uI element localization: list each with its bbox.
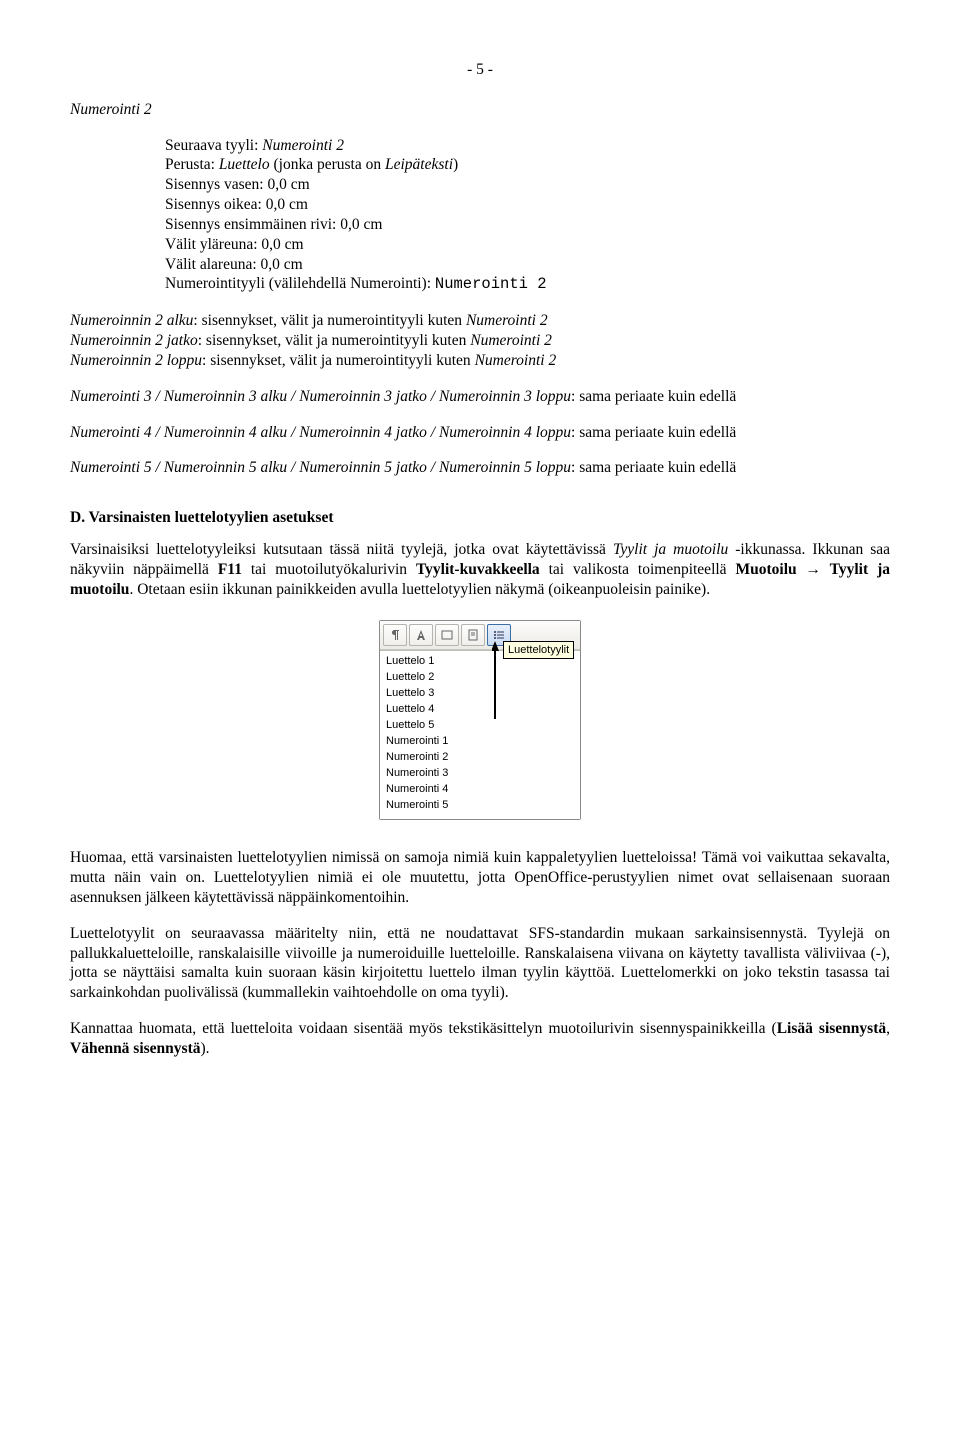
character-a-icon (415, 629, 427, 641)
page-number: - 5 - (70, 60, 890, 80)
variant-jatko: Numeroinnin 2 jatko: sisennykset, välit … (70, 331, 890, 351)
list-item[interactable]: Numerointi 5 (380, 797, 580, 813)
section-d-para1: Varsinaisiksi luettelotyyleiksi kutsutaa… (70, 540, 890, 599)
detail-space-top: Välit yläreuna: 0,0 cm (165, 235, 890, 255)
styles-panel-screenshot: Luettelo 1 Luettelo 2 Luettelo 3 Luettel… (70, 620, 890, 821)
section-d-para2: Huomaa, että varsinaisten luettelotyylie… (70, 848, 890, 907)
numerointi2-details: Seuraava tyyli: Numerointi 2 Perusta: Lu… (165, 136, 890, 296)
list-item[interactable]: Luettelo 2 (380, 669, 580, 685)
pilcrow-icon (389, 629, 401, 641)
variant-loppu: Numeroinnin 2 loppu: sisennykset, välit … (70, 351, 890, 371)
frame-icon (441, 629, 453, 641)
page-icon (467, 629, 479, 641)
detail-next-style: Seuraava tyyli: Numerointi 2 (165, 136, 890, 156)
list-styles-tooltip: Luettelotyylit (503, 641, 574, 659)
list-item[interactable]: Luettelo 3 (380, 685, 580, 701)
styles-panel: Luettelo 1 Luettelo 2 Luettelo 3 Luettel… (379, 620, 581, 821)
character-styles-button[interactable] (409, 624, 433, 646)
style-name-numerointi2: Numerointi 2 (70, 101, 152, 118)
detail-indent-right: Sisennys oikea: 0,0 cm (165, 195, 890, 215)
list-item[interactable]: Luettelo 4 (380, 701, 580, 717)
section-d-para4: Kannattaa huomata, että luetteloita void… (70, 1019, 890, 1059)
numerointi4-note: Numerointi 4 / Numeroinnin 4 alku / Nume… (70, 423, 890, 443)
paragraph-styles-button[interactable] (383, 624, 407, 646)
section-d-heading: D. Varsinaisten luettelotyylien asetukse… (70, 508, 890, 528)
list-item[interactable]: Numerointi 4 (380, 781, 580, 797)
list-item[interactable]: Numerointi 2 (380, 749, 580, 765)
detail-numstyle: Numerointityyli (välilehdellä Numerointi… (165, 274, 890, 295)
detail-indent-left: Sisennys vasen: 0,0 cm (165, 175, 890, 195)
frame-styles-button[interactable] (435, 624, 459, 646)
list-icon (493, 629, 505, 641)
style-list[interactable]: Luettelo 1 Luettelo 2 Luettelo 3 Luettel… (380, 650, 580, 820)
page-styles-button[interactable] (461, 624, 485, 646)
list-item[interactable]: Numerointi 3 (380, 765, 580, 781)
variant-alku: Numeroinnin 2 alku: sisennykset, välit j… (70, 311, 890, 331)
detail-basis: Perusta: Luettelo (jonka perusta on Leip… (165, 155, 890, 175)
section-d-para3: Luettelotyylit on seuraavassa määritelty… (70, 924, 890, 1003)
numerointi5-note: Numerointi 5 / Numeroinnin 5 alku / Nume… (70, 458, 890, 478)
numerointi3-note: Numerointi 3 / Numeroinnin 3 alku / Nume… (70, 387, 890, 407)
list-item[interactable]: Luettelo 5 (380, 717, 580, 733)
style-numerointi2-block: Numerointi 2 (70, 100, 890, 120)
detail-indent-first: Sisennys ensimmäinen rivi: 0,0 cm (165, 215, 890, 235)
numerointi2-variants: Numeroinnin 2 alku: sisennykset, välit j… (70, 311, 890, 370)
detail-space-bottom: Välit alareuna: 0,0 cm (165, 255, 890, 275)
list-item[interactable]: Numerointi 1 (380, 733, 580, 749)
